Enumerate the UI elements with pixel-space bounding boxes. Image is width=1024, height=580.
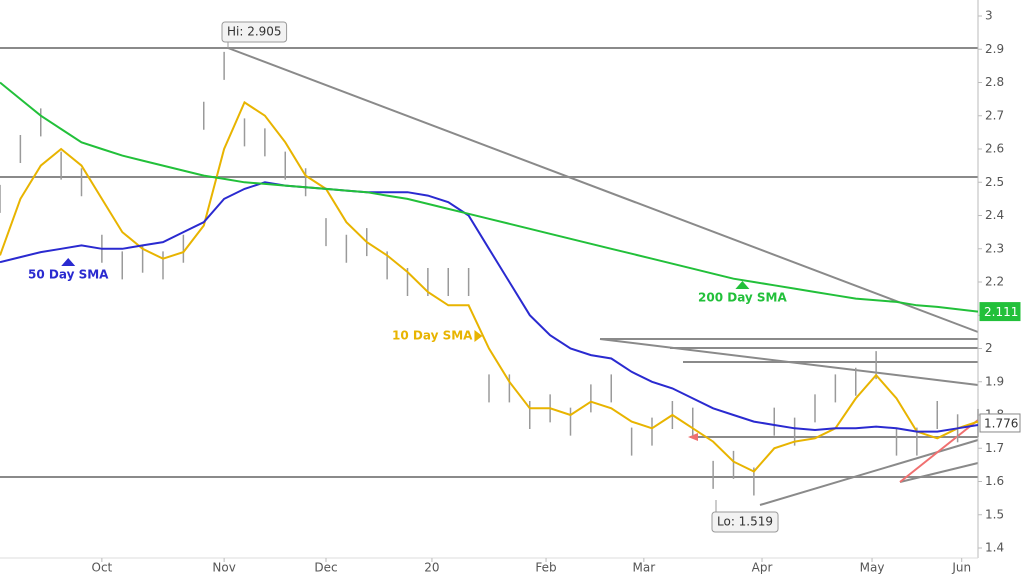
- annotation: Hi: 2.905: [227, 25, 282, 39]
- y-tick-label: 2: [985, 341, 993, 355]
- series-marker: [474, 330, 483, 342]
- y-tick-label: 1.9: [985, 374, 1004, 388]
- x-tick-label: May: [860, 561, 885, 575]
- series-label: 10 Day SMA: [392, 329, 473, 343]
- sma-line: [0, 81, 979, 313]
- trend-line: [599, 338, 979, 386]
- y-tick-label: 2.2: [985, 275, 1004, 289]
- x-tick-label: Feb: [535, 561, 556, 575]
- sma-line: [0, 100, 979, 473]
- annotation: Lo: 1.519: [717, 515, 773, 529]
- x-tick-label: Jun: [951, 561, 971, 575]
- y-tick-label: 2.8: [985, 75, 1004, 89]
- price-label-box: [979, 413, 1021, 433]
- series-marker: [61, 258, 76, 266]
- price-label: 1.776: [984, 416, 1018, 430]
- trend-line: [899, 419, 979, 483]
- annotation-box: [711, 511, 779, 533]
- annotation-box: [221, 21, 288, 43]
- series-marker: [735, 281, 750, 289]
- x-tick-label: Nov: [212, 561, 235, 575]
- price-label: 2.111: [984, 305, 1018, 319]
- arrow-marker: [688, 433, 698, 441]
- trend-line: [759, 439, 979, 506]
- x-tick-label: Apr: [752, 561, 773, 575]
- x-tick-label: Mar: [633, 561, 656, 575]
- y-tick-label: 1.5: [985, 507, 1004, 521]
- y-tick-label: 2.4: [985, 208, 1004, 222]
- y-tick-label: 2.3: [985, 241, 1004, 255]
- price-label-box: [979, 302, 1021, 322]
- y-tick-label: 3: [985, 9, 993, 23]
- trend-line: [899, 462, 979, 483]
- x-tick-label: 20: [424, 561, 439, 575]
- y-tick-label: 1.6: [985, 474, 1004, 488]
- x-tick-label: Oct: [92, 561, 113, 575]
- y-tick-label: 2.9: [985, 42, 1004, 56]
- y-tick-label: 2.7: [985, 108, 1004, 122]
- y-tick-label: 1.4: [985, 541, 1004, 555]
- series-label: 200 Day SMA: [698, 291, 788, 305]
- x-tick-label: Dec: [314, 561, 337, 575]
- sma-line: [0, 181, 979, 433]
- series-label: 50 Day SMA: [28, 268, 109, 282]
- y-tick-label: 2.6: [985, 142, 1004, 156]
- trend-line: [227, 47, 979, 333]
- y-tick-label: 1.7: [985, 441, 1004, 455]
- drawn-levels: [0, 47, 979, 506]
- y-tick-label: 2.5: [985, 175, 1004, 189]
